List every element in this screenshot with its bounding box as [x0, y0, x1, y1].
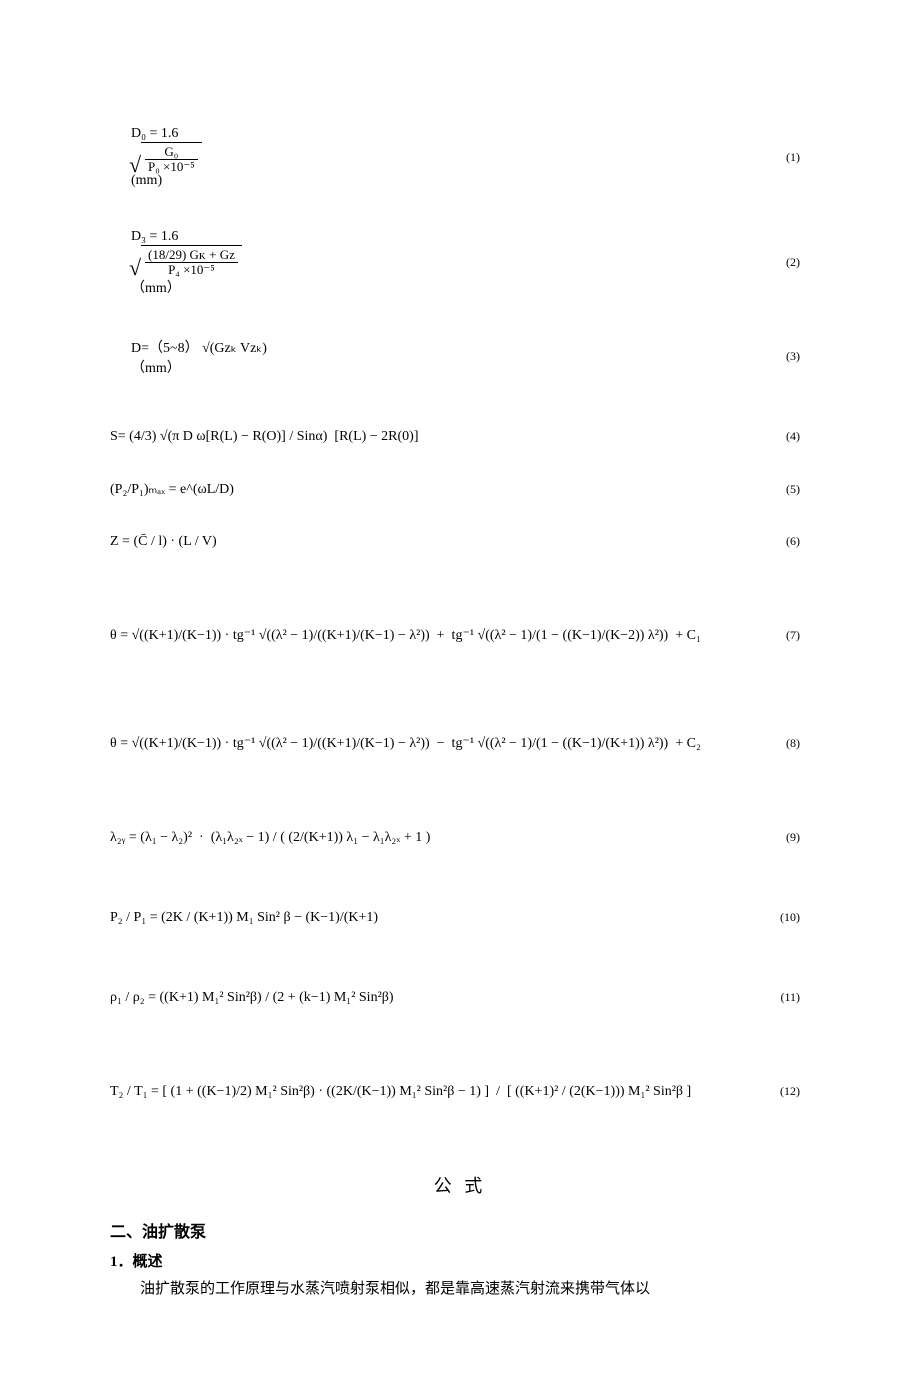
equation-row-3: D=（5~8） √(Gᴢₖ Vᴢₖ) （mm） (3) — [110, 321, 810, 393]
eq-num-4: (4) — [786, 429, 810, 444]
equation-row-11: ρ₁ / ρ₂ = ((K+1) M₁² Sin²β) / (2 + (k−1)… — [110, 962, 810, 1034]
eq-num-8: (8) — [786, 736, 810, 751]
equation-row-6: Z = (C̄ / l) · (L / V) (6) — [110, 506, 810, 578]
eq-num-1: (1) — [786, 150, 810, 165]
formula-8: θ = √((K+1)/(K−1)) · tg⁻¹ √((λ² − 1)/((K… — [110, 735, 701, 752]
equation-row-10: P₂ / P₁ = (2K / (K+1)) M₁ Sin² β − (K−1)… — [110, 882, 810, 954]
eq2-sqrt: (18/29) Gᴋ + GᴢP₄ ×10⁻⁵ — [131, 245, 242, 276]
eq1-num: G₀ — [145, 145, 198, 160]
eq3-text: D=（5~8） √(Gᴢₖ Vᴢₖ) — [131, 341, 267, 356]
formula-caption: 公 式 — [110, 1172, 810, 1198]
eq2-lhs: D₃ = 1.6 — [131, 229, 178, 244]
eq1-sqrt: G₀P₀ ×10⁻⁵ — [131, 142, 202, 173]
eq2-unit: （mm） — [131, 281, 181, 296]
eq-num-2: (2) — [786, 255, 810, 270]
eq-num-11: (11) — [780, 990, 810, 1005]
formula-10: P₂ / P₁ = (2K / (K+1)) M₁ Sin² β − (K−1)… — [110, 910, 378, 926]
eq3-unit: （mm） — [131, 361, 181, 376]
section-heading: 二、油扩散泵 — [110, 1218, 810, 1242]
equation-row-1: D₀ = 1.6 G₀P₀ ×10⁻⁵ (mm) (1) — [110, 110, 810, 205]
formula-4: S= (4/3) √(π D ω[R(L) − R(O)] / Sinα) [R… — [110, 429, 419, 445]
equation-row-8: θ = √((K+1)/(K−1)) · tg⁻¹ √((λ² − 1)/((K… — [110, 694, 810, 794]
formula-9: λ₂ᵧ = (λ₁ − λ₂)² · (λ₁λ₂ₓ − 1) / ( (2/(K… — [110, 830, 430, 846]
eq-num-9: (9) — [786, 830, 810, 845]
formula-11: ρ₁ / ρ₂ = ((K+1) M₁² Sin²β) / (2 + (k−1)… — [110, 990, 394, 1006]
equation-row-9: λ₂ᵧ = (λ₁ − λ₂)² · (λ₁λ₂ₓ − 1) / ( (2/(K… — [110, 802, 810, 874]
formula-6: Z = (C̄ / l) · (L / V) — [110, 534, 217, 550]
formula-5: (P₂/P₁)ₘₐₓ = e^(ωL/D) — [110, 481, 234, 498]
formula-3: D=（5~8） √(Gᴢₖ Vᴢₖ) （mm） — [110, 321, 267, 393]
formula-1: D₀ = 1.6 G₀P₀ ×10⁻⁵ (mm) — [110, 110, 202, 205]
subsection-heading: 1．概述 — [110, 1250, 810, 1271]
equation-row-2: D₃ = 1.6 (18/29) Gᴋ + GᴢP₄ ×10⁻⁵ （mm） (2… — [110, 213, 810, 312]
page: D₀ = 1.6 G₀P₀ ×10⁻⁵ (mm) (1) D₃ = 1.6 (1… — [0, 0, 920, 1382]
eq-num-10: (10) — [780, 910, 810, 925]
eq-num-7: (7) — [786, 628, 810, 643]
equation-row-12: T₂ / T₁ = [ (1 + ((K−1)/2) M₁² Sin²β) · … — [110, 1042, 810, 1142]
eq-num-12: (12) — [780, 1084, 810, 1099]
equation-row-7: θ = √((K+1)/(K−1)) · tg⁻¹ √((λ² − 1)/((K… — [110, 586, 810, 686]
eq1-den: P₀ ×10⁻⁵ — [145, 160, 198, 174]
eq1-lhs: D₀ = 1.6 — [131, 126, 178, 141]
eq-num-3: (3) — [786, 349, 810, 364]
equation-row-4: S= (4/3) √(π D ω[R(L) − R(O)] / Sinα) [R… — [110, 401, 810, 473]
equation-row-5: (P₂/P₁)ₘₐₓ = e^(ωL/D) (5) — [110, 481, 810, 498]
body-paragraph: 油扩散泵的工作原理与水蒸汽喷射泵相似，都是靠高速蒸汽射流来携带气体以 — [110, 1277, 810, 1303]
eq2-num: (18/29) Gᴋ + Gᴢ — [145, 248, 238, 263]
formula-7: θ = √((K+1)/(K−1)) · tg⁻¹ √((λ² − 1)/((K… — [110, 627, 701, 644]
eq-num-6: (6) — [786, 534, 810, 549]
eq-num-5: (5) — [786, 482, 810, 497]
formula-12: T₂ / T₁ = [ (1 + ((K−1)/2) M₁² Sin²β) · … — [110, 1084, 691, 1100]
formula-2: D₃ = 1.6 (18/29) Gᴋ + GᴢP₄ ×10⁻⁵ （mm） — [110, 213, 242, 312]
eq2-den: P₄ ×10⁻⁵ — [145, 263, 238, 277]
